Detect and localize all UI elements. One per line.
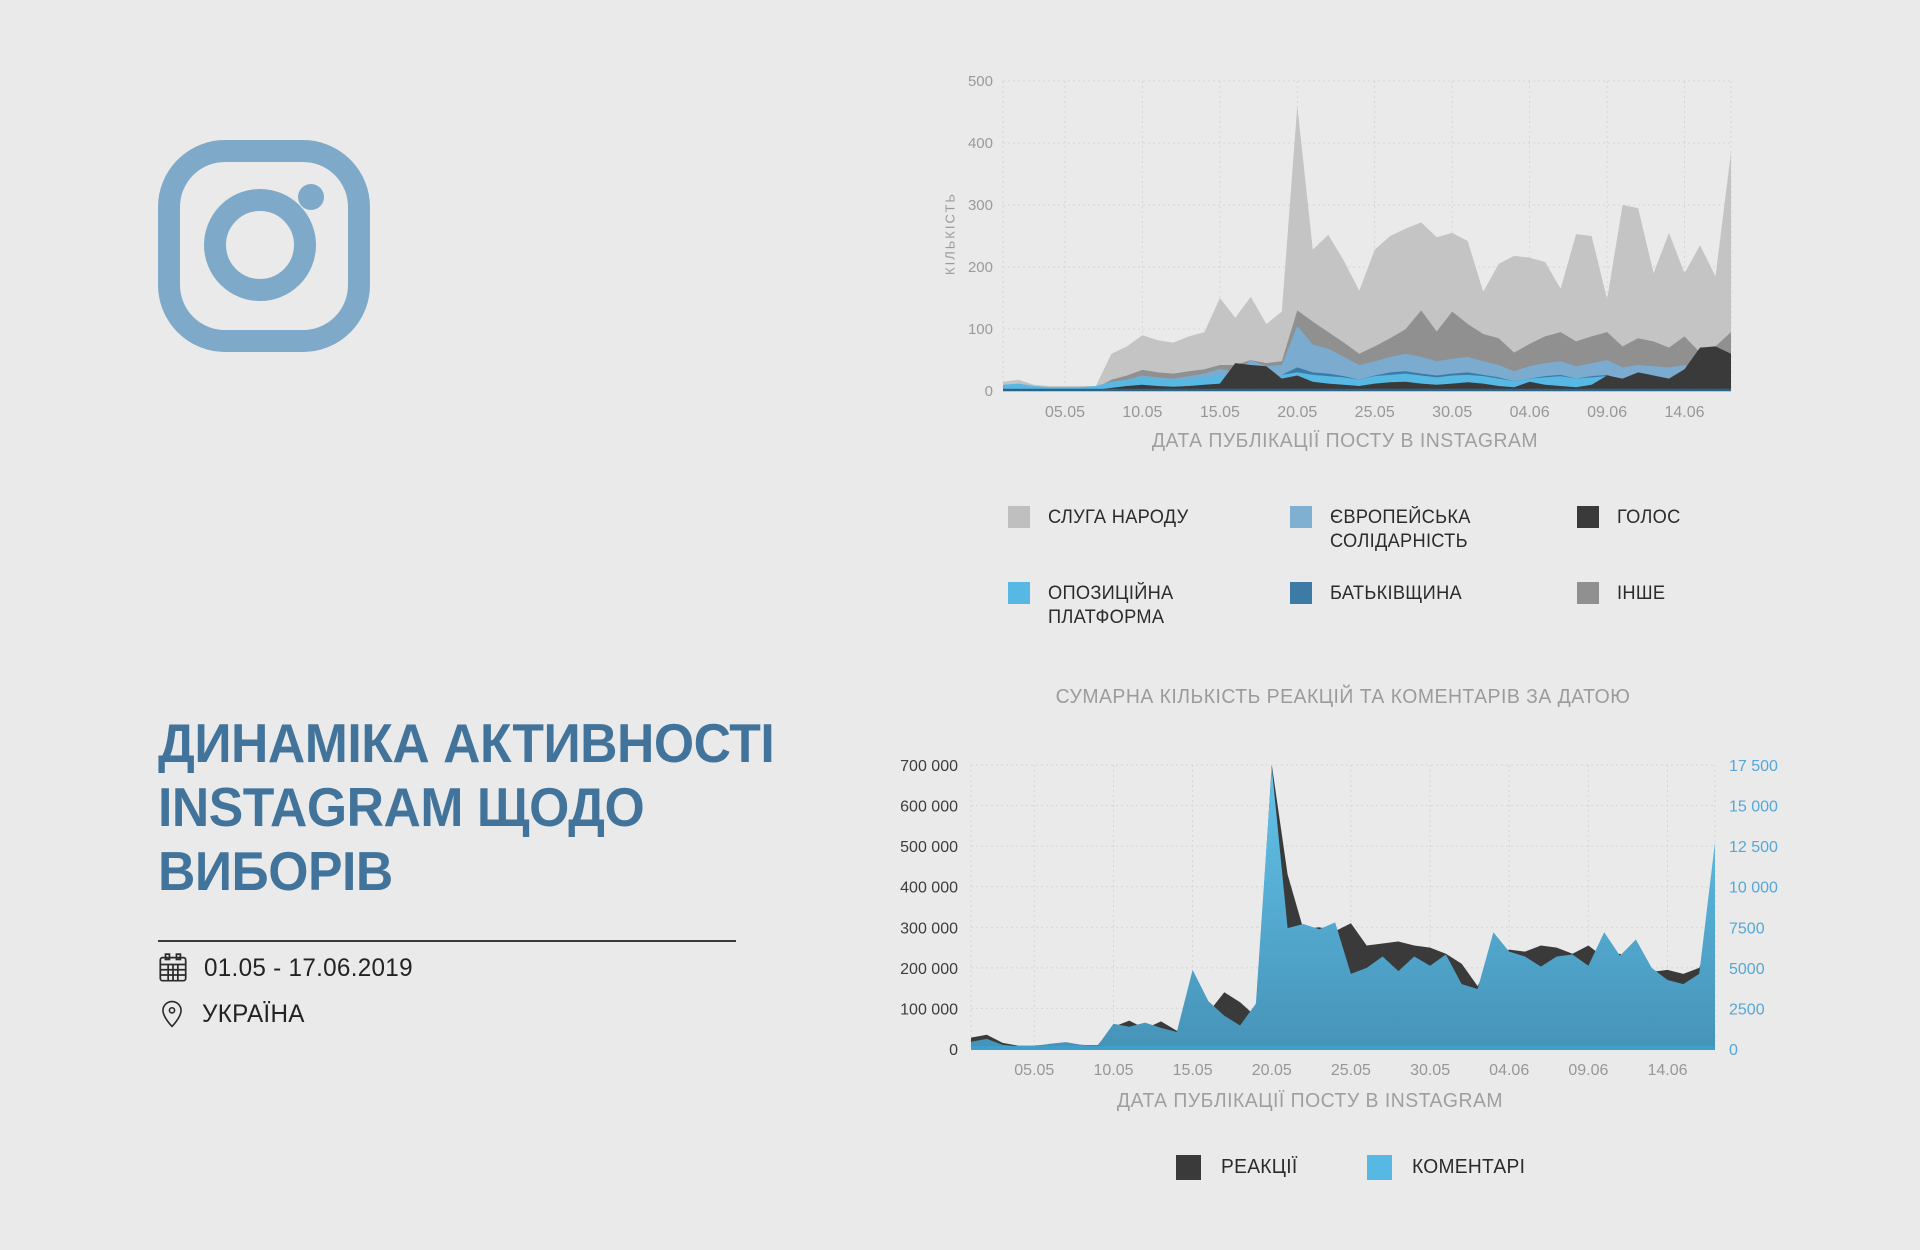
y-tick-label: 400 [968,135,993,152]
color-swatch [1290,506,1312,528]
y-tick-label-right: 0 [1729,1042,1738,1059]
reactions-chart-title: СУМАРНА КІЛЬКІСТЬ РЕАКЦІЙ ТА КОМЕНТАРІВ … [1055,686,1631,708]
x-tick-label: 25.05 [1355,404,1395,421]
x-tick-label: 05.05 [1045,404,1085,421]
reactions-legend: РЕАКЦІЇ КОМЕНТАРІ [1176,1155,1530,1180]
x-tick-label: 10.05 [1093,1062,1133,1079]
legend-label: ІНШЕ [1617,583,1666,604]
y-tick-label-right: 10 000 [1729,880,1778,897]
y-tick-label-right: 12 500 [1729,839,1778,856]
x-tick-label: 09.06 [1587,404,1627,421]
y-tick-label: 100 [968,321,993,338]
reactions-chart-x-axis-title: ДАТА ПУБЛІКАЦІЇ ПОСТУ В INSTAGRAM [1116,1090,1504,1112]
legend-label: ГОЛОС [1617,507,1681,528]
page-title: ДИНАМІКА АКТИВНОСТІ INSTAGRAM ЩОДО ВИБОР… [158,712,775,902]
x-tick-label: 04.06 [1489,1062,1529,1079]
location-label: УКРАЇНА [202,999,305,1028]
x-tick-label: 14.06 [1647,1062,1687,1079]
posts-chart-y-axis-title: КІЛЬКІСТЬ [942,192,958,275]
color-swatch [1290,582,1312,604]
series-area [971,767,1715,1049]
y-tick-label: 300 [968,197,993,214]
y-tick-label-left: 500 000 [900,839,958,856]
y-tick-label-right: 15 000 [1729,799,1778,816]
legend-item: КОМЕНТАРІ [1366,1155,1530,1180]
legend-item: ГОЛОС [1577,506,1683,530]
series-area [1003,346,1731,391]
x-tick-label: 14.06 [1664,404,1704,421]
period-label: 01.05 - 17.06.2019 [204,953,413,982]
legend-label: КОМЕНТАРІ [1411,1156,1525,1178]
legend-label: ОПОЗИЦІЙНА ПЛАТФОРМА [1048,583,1174,628]
divider [158,940,736,942]
y-tick-label: 500 [968,73,993,90]
color-swatch [1008,582,1030,604]
color-swatch [1366,1155,1392,1180]
legend-item: ІНШЕ [1577,582,1667,606]
color-swatch [1577,506,1599,528]
location-row: УКРАЇНА [158,998,308,1030]
series-area [1003,105,1731,392]
y-tick-label-left: 100 000 [900,1001,958,1018]
color-swatch [1008,506,1030,528]
y-tick-label: 0 [985,383,993,400]
y-tick-label-left: 600 000 [900,799,958,816]
legend-label: БАТЬКІВЩИНА [1330,583,1462,604]
y-tick-label-left: 400 000 [900,880,958,897]
legend-label: РЕАКЦІЇ [1221,1156,1298,1178]
y-tick-label-left: 0 [949,1042,958,1059]
legend-item: БАТЬКІВЩИНА [1290,582,1468,606]
x-tick-label: 30.05 [1432,404,1472,421]
x-tick-label: 15.05 [1173,1062,1213,1079]
y-tick-label: 200 [968,259,993,276]
x-tick-label: 04.06 [1510,404,1550,421]
y-tick-label-left: 300 000 [900,920,958,937]
instagram-icon [158,140,370,352]
x-tick-label: 25.05 [1331,1062,1371,1079]
legend-item: ОПОЗИЦІЙНА ПЛАТФОРМА [1008,582,1179,630]
x-tick-label: 30.05 [1410,1062,1450,1079]
legend-label: ЄВРОПЕЙСЬКА СОЛІДАРНІСТЬ [1330,507,1471,552]
legend-item: ЄВРОПЕЙСЬКА СОЛІДАРНІСТЬ [1290,506,1477,554]
reactions-comments-chart: 0 100 000 200 000 300 000 400 000 500 000 600 … [900,758,1778,1079]
y-tick-label-right: 5000 [1729,961,1765,978]
x-tick-label: 09.06 [1568,1062,1608,1079]
x-tick-label: 15.05 [1200,404,1240,421]
legend-item: СЛУГА НАРОДУ [1008,506,1194,530]
y-tick-label-right: 2500 [1729,1001,1765,1018]
y-tick-label-left: 700 000 [900,758,958,775]
x-tick-label: 20.05 [1252,1062,1292,1079]
x-tick-label: 05.05 [1014,1062,1054,1079]
y-tick-label-right: 7500 [1729,920,1765,937]
series-area [1003,325,1731,391]
y-tick-label-left: 200 000 [900,961,958,978]
period-row: 01.05 - 17.06.2019 [158,952,419,984]
y-tick-label-right: 17 500 [1729,758,1778,775]
legend-item: РЕАКЦІЇ [1176,1155,1301,1180]
x-tick-label: 10.05 [1122,404,1162,421]
color-swatch [1176,1155,1201,1180]
posts-chart-x-axis-title: ДАТА ПУБЛІКАЦІЇ ПОСТУ В INSTAGRAM [1151,430,1539,452]
x-tick-label: 20.05 [1277,404,1317,421]
legend-label: СЛУГА НАРОДУ [1048,507,1189,528]
posts-by-date-chart: 0 100 200 300 400 500 05.05 10.05 15.05 20.05 25.0… [968,73,1732,421]
parties-legend: СЛУГА НАРОДУ ЄВРОПЕЙСЬКА СОЛІДАРНІСТЬ ГОЛО… [1008,506,1748,676]
location-pin-icon [162,1000,182,1028]
color-swatch [1577,582,1599,604]
calendar-icon [159,953,187,982]
